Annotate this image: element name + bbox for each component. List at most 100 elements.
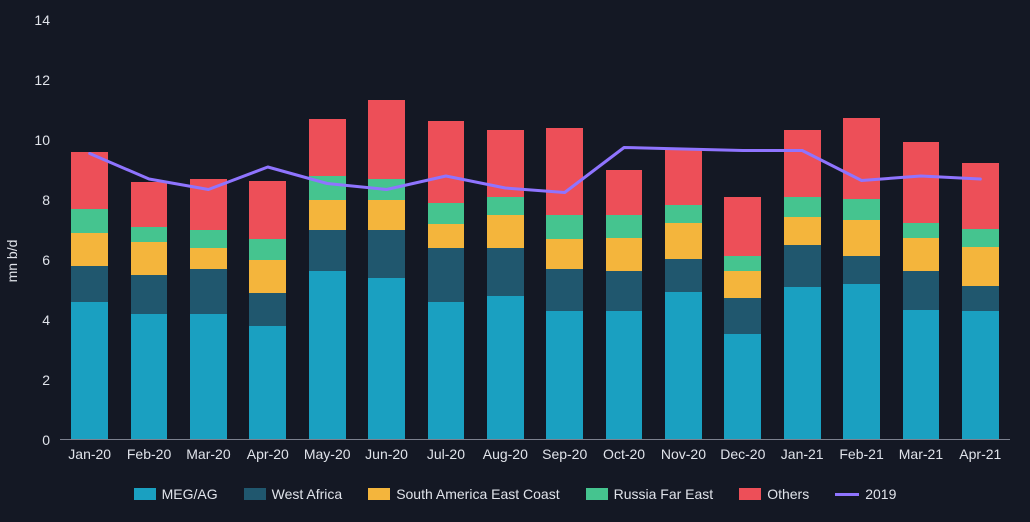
bar-segment bbox=[249, 293, 286, 326]
y-tick-label: 0 bbox=[42, 432, 50, 448]
bar-segment bbox=[962, 286, 999, 312]
bar-segment bbox=[546, 311, 583, 440]
bar-segment bbox=[131, 227, 168, 242]
bar-segment bbox=[546, 128, 583, 215]
y-tick-label: 4 bbox=[42, 312, 50, 328]
x-tick-label: Apr-20 bbox=[247, 446, 289, 462]
legend-item: MEG/AG bbox=[134, 486, 218, 502]
x-tick-label: Jun-20 bbox=[365, 446, 408, 462]
bar-segment bbox=[487, 130, 524, 198]
bar-segment bbox=[368, 179, 405, 200]
x-tick-label: May-20 bbox=[304, 446, 351, 462]
x-tick-label: Oct-20 bbox=[603, 446, 645, 462]
bar-segment bbox=[665, 292, 702, 441]
legend-label: West Africa bbox=[272, 486, 343, 502]
bar-segment bbox=[843, 220, 880, 256]
bar-segment bbox=[665, 259, 702, 292]
bar-segment bbox=[428, 248, 465, 302]
bar-segment bbox=[784, 245, 821, 287]
bar-segment bbox=[487, 296, 524, 440]
bar-segment bbox=[546, 239, 583, 269]
legend-label: 2019 bbox=[865, 486, 896, 502]
x-tick-label: Feb-21 bbox=[839, 446, 883, 462]
bar-segment bbox=[724, 256, 761, 271]
bar-segment bbox=[724, 298, 761, 334]
bar-segment bbox=[309, 176, 346, 200]
legend-item: Others bbox=[739, 486, 809, 502]
bar-segment bbox=[962, 163, 999, 229]
bar-segment bbox=[665, 148, 702, 205]
bar-segment bbox=[843, 284, 880, 440]
bar-segment bbox=[724, 271, 761, 298]
bar-segment bbox=[71, 209, 108, 233]
bar-segment bbox=[368, 200, 405, 230]
bar-segment bbox=[962, 229, 999, 247]
bar-segment bbox=[249, 239, 286, 260]
bar-segment bbox=[487, 215, 524, 248]
bar-segment bbox=[428, 302, 465, 440]
bar-segment bbox=[190, 269, 227, 314]
bar-segment bbox=[784, 217, 821, 246]
bar-segment bbox=[724, 197, 761, 256]
legend-swatch bbox=[244, 488, 266, 500]
bar-segment bbox=[843, 118, 880, 199]
y-tick-label: 14 bbox=[34, 12, 50, 28]
x-tick-label: Sep-20 bbox=[542, 446, 587, 462]
x-tick-label: Mar-20 bbox=[186, 446, 230, 462]
bar-segment bbox=[368, 278, 405, 440]
legend-swatch bbox=[586, 488, 608, 500]
bar-segment bbox=[131, 182, 168, 227]
y-tick-label: 12 bbox=[34, 72, 50, 88]
x-axis-baseline bbox=[60, 439, 1010, 440]
x-tick-label: Jan-21 bbox=[781, 446, 824, 462]
legend: MEG/AGWest AfricaSouth America East Coas… bbox=[0, 486, 1030, 502]
legend-label: MEG/AG bbox=[162, 486, 218, 502]
bar-segment bbox=[71, 302, 108, 440]
bar-segment bbox=[190, 314, 227, 440]
bar-segment bbox=[309, 119, 346, 176]
chart-container: mn b/d 02468101214 Jan-20Feb-20Mar-20Apr… bbox=[0, 0, 1030, 522]
legend-swatch bbox=[739, 488, 761, 500]
bar-segment bbox=[843, 199, 880, 220]
x-tick-label: Nov-20 bbox=[661, 446, 706, 462]
legend-item: West Africa bbox=[244, 486, 343, 502]
bar-segment bbox=[606, 170, 643, 215]
bar-segment bbox=[368, 230, 405, 278]
y-tick-label: 8 bbox=[42, 192, 50, 208]
x-tick-label: Mar-21 bbox=[899, 446, 943, 462]
bar-segment bbox=[190, 248, 227, 269]
bar-segment bbox=[903, 238, 940, 271]
bar-segment bbox=[487, 248, 524, 296]
bar-segment bbox=[784, 197, 821, 217]
bar-segment bbox=[784, 287, 821, 440]
bar-segment bbox=[131, 314, 168, 440]
legend-label: Others bbox=[767, 486, 809, 502]
bar-segment bbox=[962, 247, 999, 286]
bar-segment bbox=[71, 152, 108, 209]
legend-swatch bbox=[134, 488, 156, 500]
bar-segment bbox=[428, 224, 465, 248]
bar-segment bbox=[606, 271, 643, 312]
x-tick-label: Aug-20 bbox=[483, 446, 528, 462]
legend-item: Russia Far East bbox=[586, 486, 714, 502]
bar-segment bbox=[131, 275, 168, 314]
y-tick-label: 10 bbox=[34, 132, 50, 148]
y-tick-label: 6 bbox=[42, 252, 50, 268]
bar-segment bbox=[665, 223, 702, 259]
bar-segment bbox=[546, 269, 583, 311]
bar-segment bbox=[784, 130, 821, 198]
bar-segment bbox=[606, 238, 643, 271]
legend-item: 2019 bbox=[835, 486, 896, 502]
x-tick-label: Feb-20 bbox=[127, 446, 171, 462]
bar-segment bbox=[249, 326, 286, 440]
bar-segment bbox=[249, 260, 286, 293]
legend-swatch bbox=[368, 488, 390, 500]
bar-segment bbox=[71, 233, 108, 266]
plot-area bbox=[60, 20, 1010, 440]
bar-segment bbox=[903, 223, 940, 238]
bar-segment bbox=[71, 266, 108, 302]
legend-label: Russia Far East bbox=[614, 486, 714, 502]
y-axis-label: mn b/d bbox=[4, 240, 20, 283]
bar-segment bbox=[903, 310, 940, 441]
x-tick-label: Apr-21 bbox=[959, 446, 1001, 462]
